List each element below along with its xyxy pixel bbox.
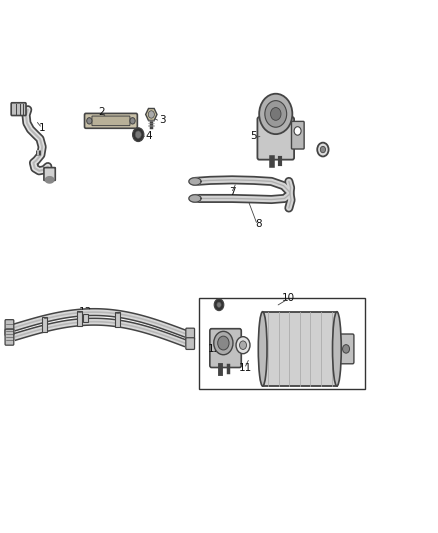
- Circle shape: [135, 131, 141, 139]
- Circle shape: [218, 336, 229, 350]
- Bar: [83, 314, 88, 322]
- Text: 9: 9: [215, 298, 223, 309]
- Bar: [77, 311, 82, 326]
- Bar: [42, 317, 47, 332]
- Circle shape: [240, 341, 247, 350]
- Ellipse shape: [332, 312, 341, 386]
- Circle shape: [294, 127, 301, 135]
- FancyBboxPatch shape: [210, 329, 241, 368]
- FancyBboxPatch shape: [291, 122, 304, 149]
- Text: 11: 11: [239, 362, 252, 373]
- FancyBboxPatch shape: [44, 167, 55, 180]
- Text: 4: 4: [146, 131, 152, 141]
- FancyBboxPatch shape: [5, 329, 14, 345]
- Text: 6: 6: [321, 146, 327, 156]
- Circle shape: [343, 345, 350, 353]
- Text: 10: 10: [283, 293, 295, 303]
- Text: 5: 5: [251, 131, 257, 141]
- FancyBboxPatch shape: [186, 328, 194, 340]
- Text: 7: 7: [229, 187, 235, 197]
- Bar: [115, 312, 120, 327]
- Text: 13: 13: [79, 306, 92, 317]
- Polygon shape: [189, 177, 201, 185]
- Circle shape: [320, 147, 325, 153]
- Circle shape: [236, 337, 250, 354]
- FancyBboxPatch shape: [338, 334, 354, 364]
- Text: 8: 8: [255, 219, 261, 229]
- Polygon shape: [189, 195, 201, 202]
- Ellipse shape: [258, 312, 267, 386]
- Text: 2: 2: [98, 107, 104, 117]
- Bar: [199, 298, 365, 389]
- Text: 12: 12: [208, 344, 221, 354]
- Bar: [263, 312, 337, 386]
- Circle shape: [265, 101, 287, 127]
- FancyBboxPatch shape: [92, 116, 130, 126]
- FancyBboxPatch shape: [5, 320, 14, 336]
- FancyBboxPatch shape: [186, 338, 194, 350]
- Circle shape: [148, 111, 154, 118]
- Circle shape: [214, 299, 224, 311]
- Text: 1: 1: [39, 123, 46, 133]
- FancyBboxPatch shape: [11, 103, 26, 116]
- Circle shape: [133, 128, 144, 142]
- Circle shape: [217, 302, 221, 308]
- Circle shape: [259, 94, 292, 134]
- Circle shape: [317, 143, 328, 157]
- FancyBboxPatch shape: [85, 114, 138, 128]
- Circle shape: [214, 332, 233, 355]
- Circle shape: [130, 118, 135, 124]
- Text: 3: 3: [159, 115, 166, 125]
- Circle shape: [87, 118, 92, 124]
- Circle shape: [271, 108, 281, 120]
- Polygon shape: [45, 176, 54, 183]
- FancyBboxPatch shape: [258, 117, 294, 160]
